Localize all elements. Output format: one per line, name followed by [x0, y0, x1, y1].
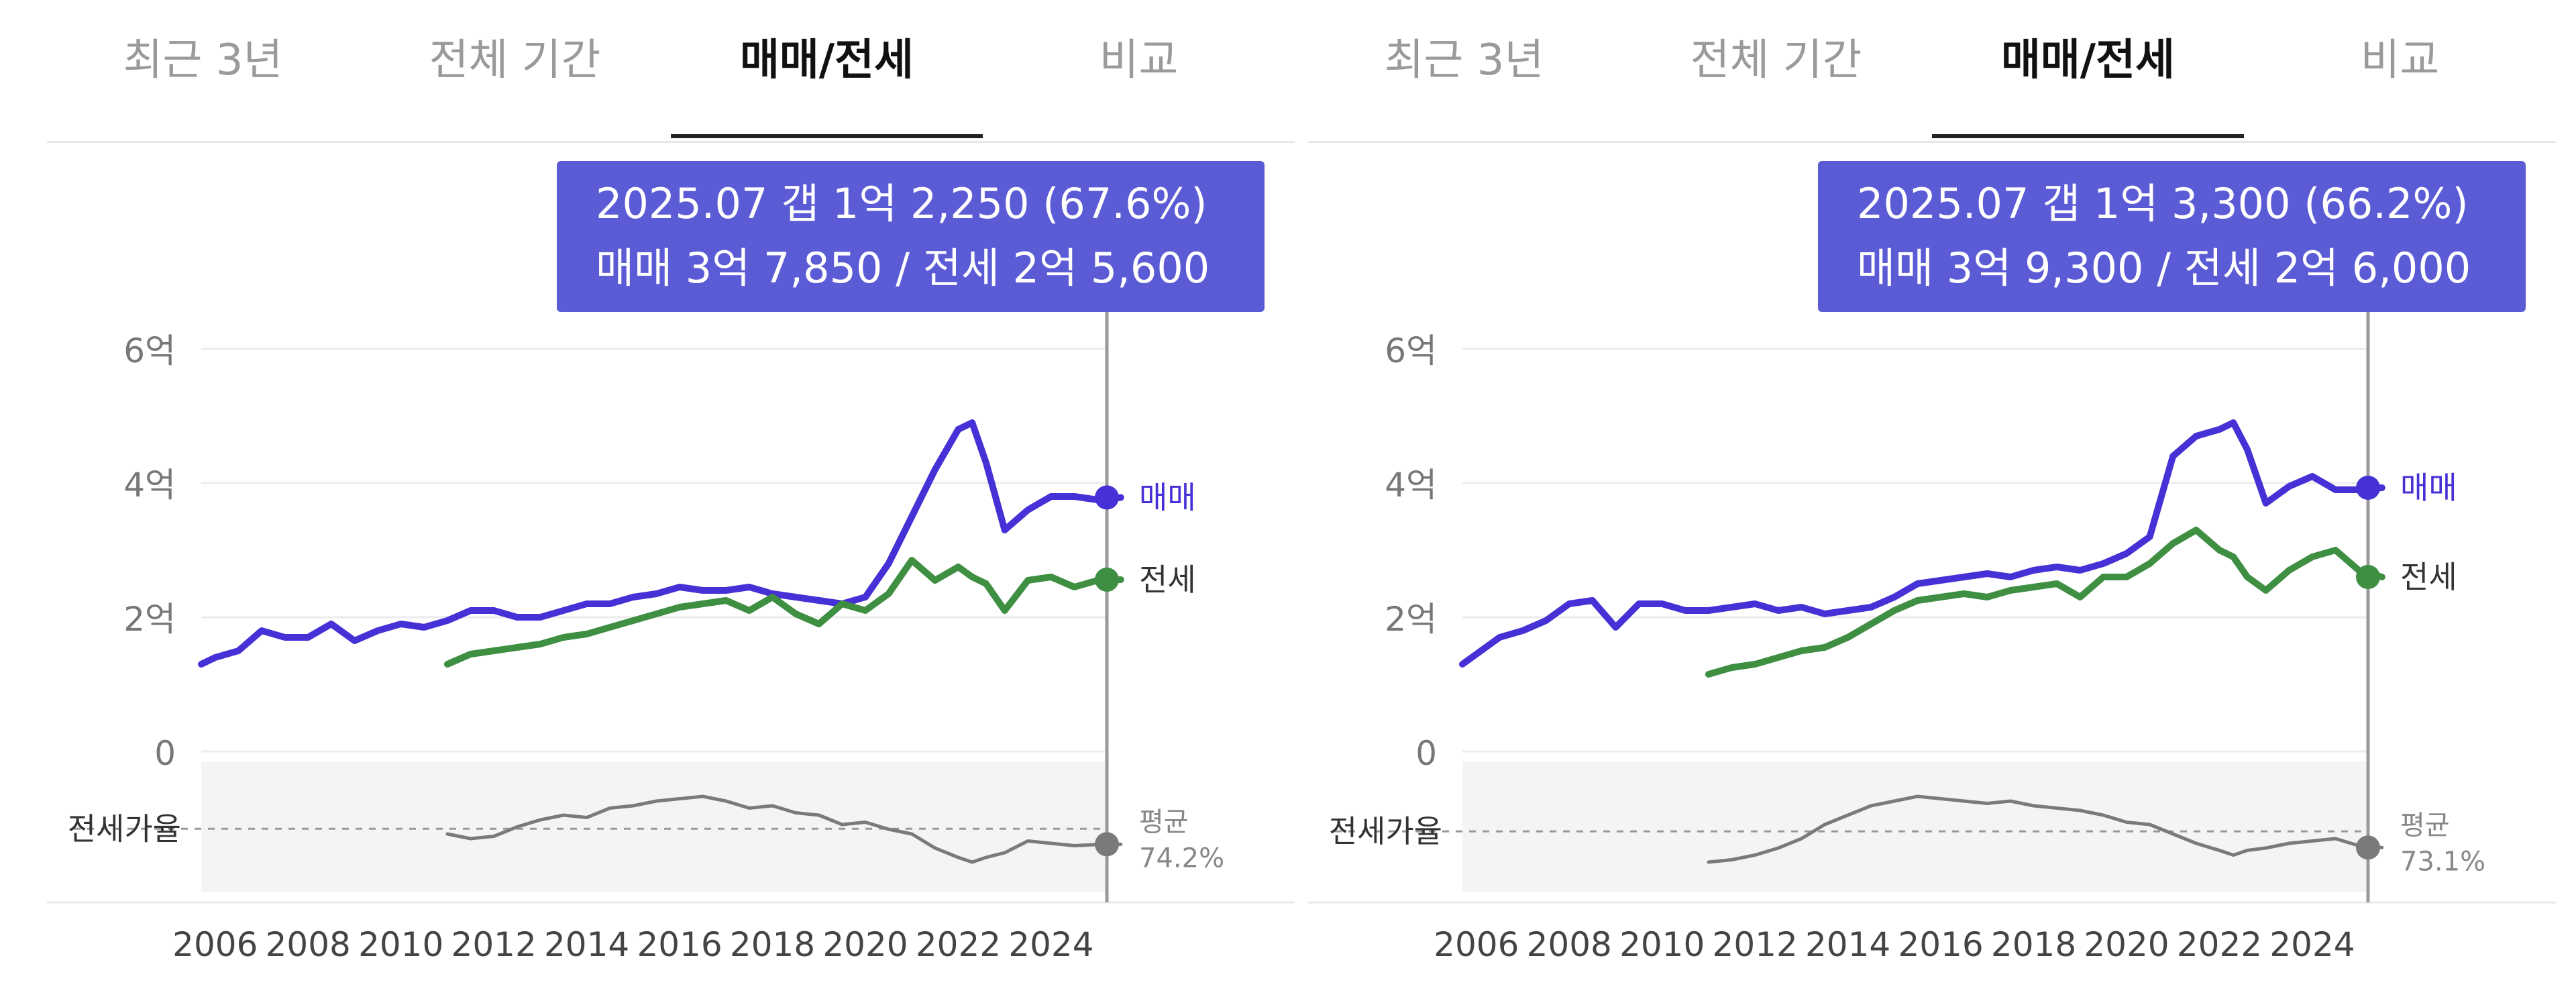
- y-tick-label: 4억: [123, 466, 176, 505]
- tab-recent-3y[interactable]: 최근 3년: [1384, 36, 1544, 85]
- y-tick-label: 0: [1415, 734, 1437, 773]
- x-tick-label: 2024: [1008, 925, 1093, 964]
- sale-line: [1459, 419, 2385, 668]
- sale-line: [198, 419, 1124, 668]
- x-tick-label: 2008: [1527, 925, 1612, 964]
- x-tick-label: 2022: [916, 925, 1001, 964]
- jeonse-ratio-line: [1707, 794, 2384, 864]
- sale-end-label: 매매: [1139, 480, 1196, 516]
- ratio-end-dot: [1095, 832, 1119, 857]
- x-tick-label: 2020: [2084, 925, 2169, 964]
- active-tab-underline: [671, 134, 983, 138]
- x-tick-label: 2016: [637, 925, 722, 964]
- x-tick-label: 2006: [1434, 925, 1519, 964]
- jeonse-line: [1705, 527, 2385, 678]
- active-tab-underline: [1932, 134, 2244, 138]
- jeonse-end-dot: [1095, 568, 1119, 592]
- x-tick-label: 2014: [1805, 925, 1890, 964]
- tab-divider: [1308, 141, 2556, 143]
- left-panel: 최근 3년 전체 기간 매매/전세 비교 0 2억 4억 6억 전세가율 2006 2008…: [47, 0, 1308, 1001]
- tooltip-gap-line: 2025.07 갭 1억 3,300 (66.2%): [1857, 179, 2469, 228]
- x-tick-label: 2006: [172, 925, 258, 964]
- period-tabs: 최근 3년 전체 기간 매매/전세 비교: [1308, 0, 2556, 143]
- tab-divider: [47, 141, 1295, 143]
- x-tick-label: 2022: [2177, 925, 2262, 964]
- jeonse-end-label: 전세: [1139, 562, 1196, 598]
- jeonse-line: [443, 557, 1124, 668]
- y-tick-label: 2억: [1385, 600, 1437, 639]
- x-tick-label: 2012: [451, 925, 537, 964]
- x-tick-label: 2010: [1619, 925, 1705, 964]
- sale-end-dot: [1095, 485, 1119, 510]
- ratio-average-value: 73.1%: [2400, 846, 2485, 877]
- x-tick-label: 2018: [1991, 925, 2076, 964]
- y-tick-label: 6억: [123, 331, 176, 370]
- tab-recent-3y[interactable]: 최근 3년: [123, 36, 283, 85]
- ratio-label: 전세가율: [1329, 813, 1442, 849]
- x-tick-label: 2016: [1898, 925, 1983, 964]
- y-tick-label: 2억: [123, 600, 176, 639]
- jeonse-ratio-line: [445, 794, 1123, 864]
- period-tabs: 최근 3년 전체 기간 매매/전세 비교: [47, 0, 1295, 143]
- tooltip-price-line: 매매 3억 7,850 / 전세 2억 5,600: [596, 244, 1210, 293]
- x-tick-label: 2008: [266, 925, 351, 964]
- ratio-band: [201, 761, 1107, 892]
- ratio-end-dot: [2356, 835, 2380, 860]
- jeonse-end-dot: [2356, 565, 2380, 589]
- ratio-average-value: 74.2%: [1139, 843, 1224, 874]
- tab-all-period[interactable]: 전체 기간: [429, 36, 601, 85]
- ratio-average-label: 평균: [1139, 806, 1189, 837]
- x-tick-label: 2018: [730, 925, 815, 964]
- tab-compare[interactable]: 비교: [1099, 36, 1179, 85]
- tooltip-price-line: 매매 3억 9,300 / 전세 2억 6,000: [1857, 244, 2471, 293]
- jeonse-end-label: 전세: [2400, 559, 2457, 595]
- tab-sale-jeonse[interactable]: 매매/전세: [2001, 36, 2175, 85]
- sale-end-dot: [2356, 476, 2380, 500]
- tooltip-gap-line: 2025.07 갭 1억 2,250 (67.6%): [596, 179, 1208, 228]
- ratio-average-label: 평균: [2400, 810, 2450, 841]
- hover-tooltip: 2025.07 갭 1억 2,250 (67.6%) 매매 3억 7,850 /…: [557, 161, 1265, 312]
- tab-compare[interactable]: 비교: [2360, 36, 2440, 85]
- ratio-label: 전세가율: [68, 810, 181, 847]
- tab-all-period[interactable]: 전체 기간: [1690, 36, 1862, 85]
- x-tick-label: 2014: [544, 925, 629, 964]
- y-tick-label: 0: [154, 734, 176, 773]
- x-tick-label: 2024: [2269, 925, 2355, 964]
- ratio-band: [1462, 761, 2368, 892]
- x-tick-label: 2020: [822, 925, 908, 964]
- hover-tooltip: 2025.07 갭 1억 3,300 (66.2%) 매매 3억 9,300 /…: [1818, 161, 2526, 312]
- y-tick-label: 4억: [1385, 466, 1437, 505]
- x-tick-label: 2012: [1713, 925, 1798, 964]
- x-tick-label: 2010: [358, 925, 443, 964]
- tab-sale-jeonse[interactable]: 매매/전세: [740, 36, 914, 85]
- y-tick-label: 6억: [1385, 331, 1437, 370]
- sale-end-label: 매매: [2400, 470, 2457, 506]
